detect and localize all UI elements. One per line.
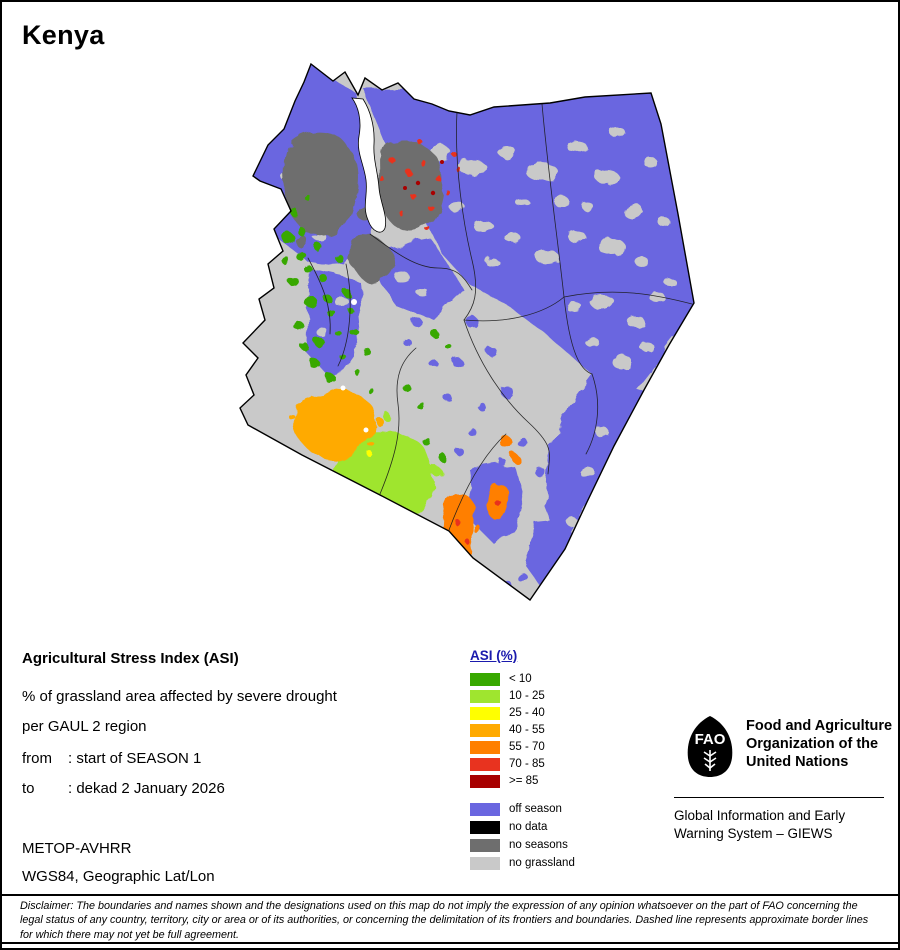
legend-swatch [470,672,500,686]
from-label: from [22,750,52,767]
legend-label: off season [509,803,562,815]
giews-line: Warning System – GIEWS [674,826,833,841]
fao-name-line: United Nations [746,754,849,770]
fao-name-line: Organization of the [746,736,879,752]
legend-row: 55 - 70 [470,740,545,754]
legend-label: no seasons [509,839,568,851]
legend-row: no seasons [470,838,568,852]
map-subtitle-2: per GAUL 2 region [22,718,147,735]
projection-label: WGS84, Geographic Lat/Lon [22,868,215,885]
legend-swatch [470,774,500,788]
legend-label: < 10 [509,673,532,685]
legend-swatch [470,856,500,870]
admin-boundaries [307,103,693,531]
map-region-no-seasons [263,133,445,283]
map-asi-40-55 [289,390,384,457]
map-no-data-specks [614,442,634,470]
giews-label: Global Information and Early Warning Sys… [674,807,845,843]
legend-row: < 10 [470,672,532,686]
map-off-season-speckles [403,316,545,593]
legend-row: off season [470,802,562,816]
legend-label: 40 - 55 [509,724,545,736]
page-title: Kenya [22,20,105,50]
lake-turkana [351,97,387,233]
legend-row: 25 - 40 [470,706,545,720]
map-subtitle-1: % of grassland area affected by severe d… [22,688,337,705]
disclaimer-text: Disclaimer: The boundaries and names sho… [20,900,869,941]
kenya-outline [239,62,695,601]
map-no-grassland-speckles [281,127,676,526]
legend-row: 10 - 25 [470,689,545,703]
fao-name-line: Food and Agriculture [746,718,893,734]
legend-swatch [470,838,500,852]
period-to: to : dekad 2 January 2026 [22,780,225,797]
legend-label: 25 - 40 [509,707,545,719]
from-value: : start of SEASON 1 [68,750,202,767]
legend-swatch [470,820,500,834]
disclaimer-top-rule [2,894,898,896]
legend-swatch [470,757,500,771]
legend-label: >= 85 [509,775,539,787]
legend-label: no data [509,821,548,833]
legend-title: ASI (%) [470,648,518,663]
legend-label: no grassland [509,857,575,869]
to-value: : dekad 2 January 2026 [68,780,225,797]
legend-label: 10 - 25 [509,690,545,702]
legend-swatch [470,723,500,737]
sensor-label: METOP-AVHRR [22,840,132,857]
to-label: to [22,780,35,797]
legend-swatch [470,706,500,720]
disclaimer-bottom-rule [2,942,898,944]
fao-name: Food and Agriculture Organization of the… [746,717,892,771]
legend-row: 40 - 55 [470,723,545,737]
period-from: from : start of SEASON 1 [22,750,201,767]
fao-acronym: FAO [695,731,726,748]
small-lakes [340,299,369,433]
map-asi-70-85 [380,140,502,545]
legend-swatch [470,689,500,703]
map-asi-ge85 [403,160,444,196]
legend-swatch [470,740,500,754]
legend-row: >= 85 [470,774,538,788]
wheat-icon [703,750,717,771]
fao-logo: FAO [687,716,733,777]
fao-giews-divider [674,797,884,798]
giews-line: Global Information and Early [674,808,846,823]
legend-row: no grassland [470,856,575,870]
legend-row: 70 - 85 [470,757,545,771]
legend-swatch [470,802,500,816]
legend-label: 55 - 70 [509,741,545,753]
legend-label: 70 - 85 [509,758,545,770]
legend-row: no data [470,820,547,834]
map-heading: Agricultural Stress Index (ASI) [22,650,239,667]
